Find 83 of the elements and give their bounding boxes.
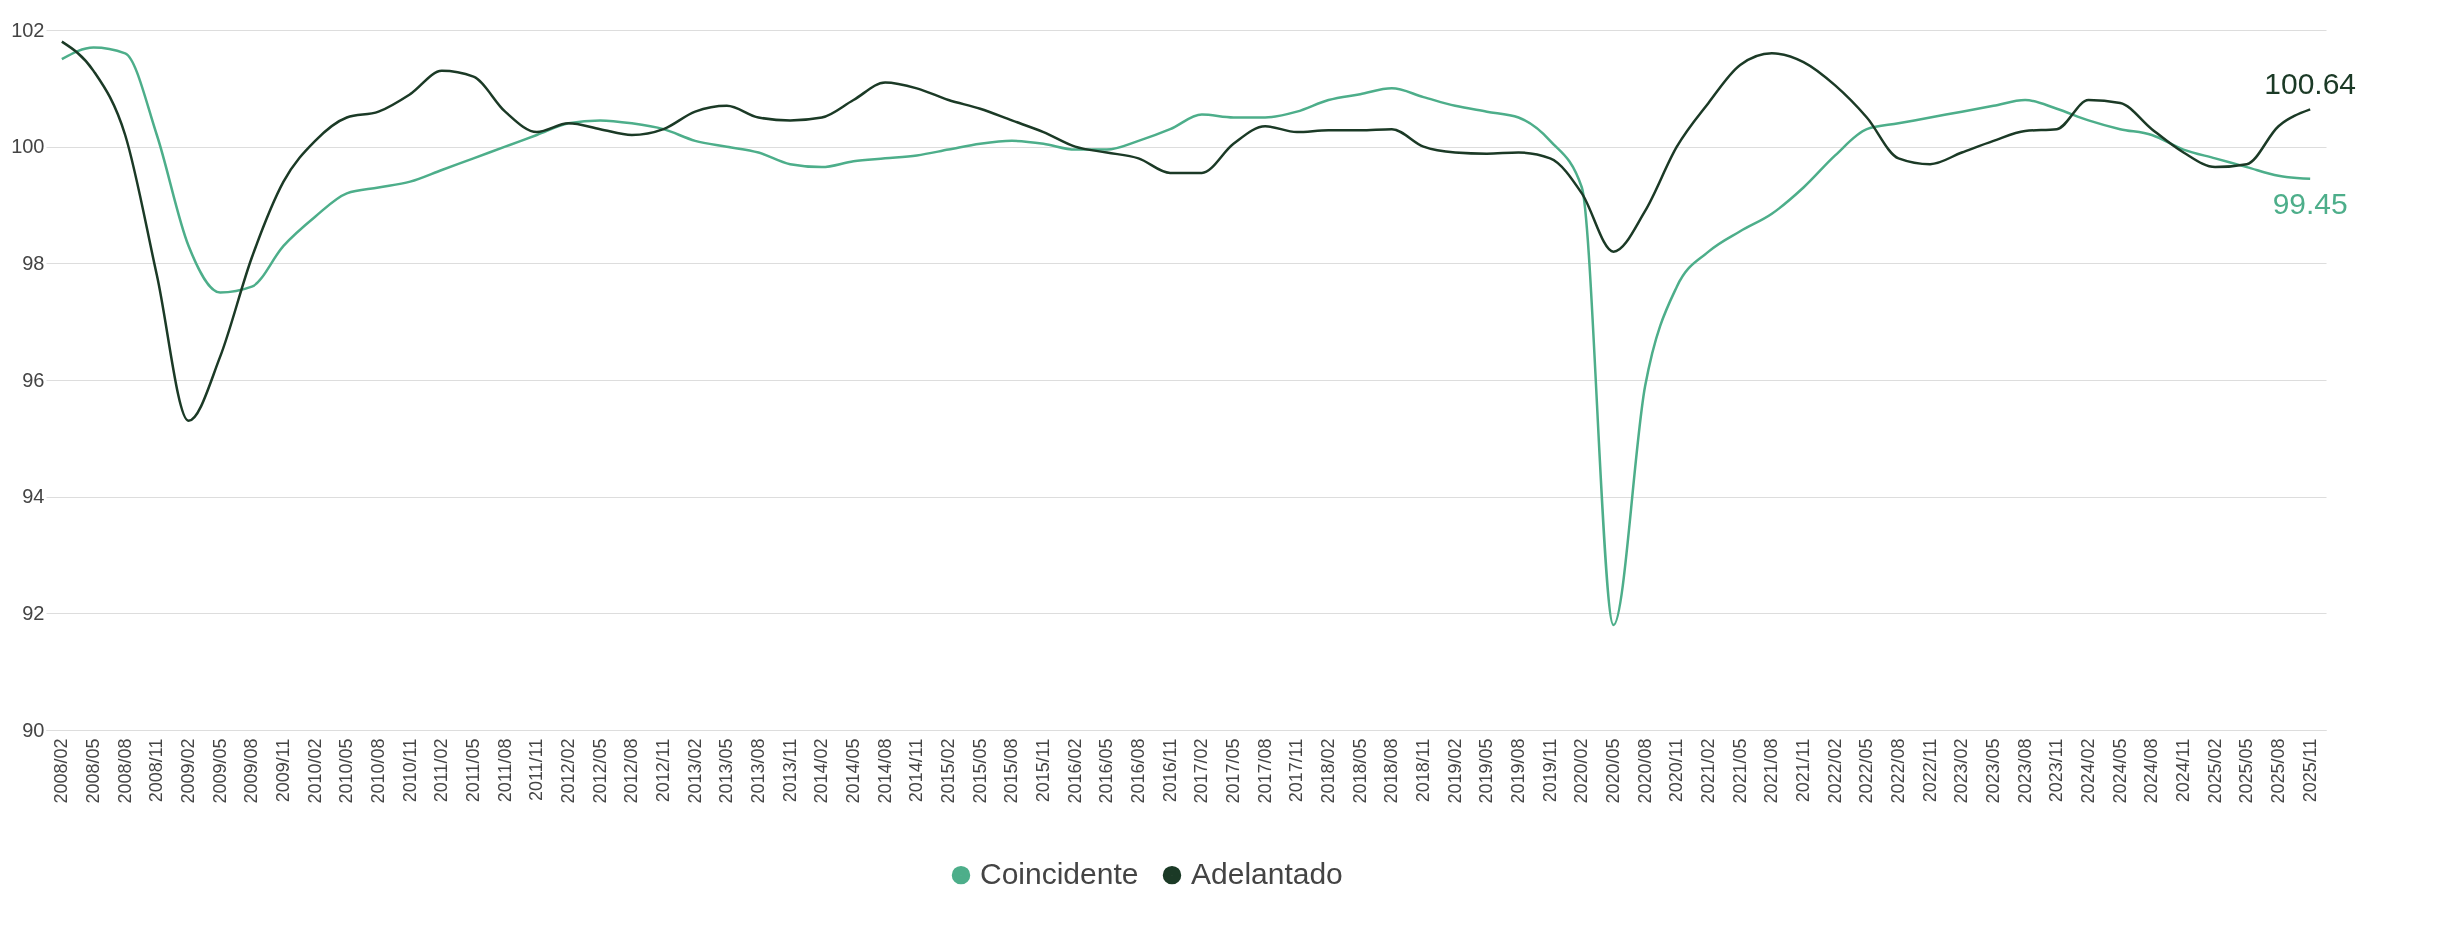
x-tick-label: 2022/05 xyxy=(1856,738,1877,804)
x-tick-label: 2016/02 xyxy=(1064,738,1085,804)
x-tick-label: 2014/11 xyxy=(906,738,927,803)
x-tick-label: 2009/11 xyxy=(273,738,293,803)
x-tick-label: 2020/11 xyxy=(1666,738,1687,803)
x-tick-label: 2021/11 xyxy=(1793,738,1813,803)
x-tick-label: 2025/05 xyxy=(2236,738,2257,804)
x-tick-label: 2023/02 xyxy=(1951,738,1972,804)
x-tick-label: 2010/11 xyxy=(399,738,420,803)
x-tick-label: 2017/08 xyxy=(1254,738,1275,804)
x-tick-label: 2018/02 xyxy=(1318,738,1338,804)
x-tick-label: 2017/05 xyxy=(1223,738,1243,804)
x-tick-label: 2023/05 xyxy=(1983,738,2003,804)
x-tick-label: 2011/05 xyxy=(463,738,483,803)
x-tick-label: 2025/02 xyxy=(2204,738,2225,804)
x-tick-label: 2015/11 xyxy=(1033,738,1053,803)
x-tick-label: 2015/05 xyxy=(969,738,990,804)
x-tick-label: 2011/11 xyxy=(526,738,547,801)
x-tick-label: 2012/11 xyxy=(653,738,673,803)
x-tick-label: 2008/08 xyxy=(114,738,135,804)
x-tick-label: 2010/02 xyxy=(304,738,325,804)
x-tick-label: 2008/11 xyxy=(146,738,167,803)
x-tick-label: 2022/11 xyxy=(1919,738,1940,803)
x-tick-label: 2024/02 xyxy=(2078,738,2098,804)
annotation: 100.64 xyxy=(2264,67,2357,101)
x-tick-label: 2021/08 xyxy=(1761,738,1782,804)
x-tick-label: 2019/05 xyxy=(1476,738,1497,804)
x-tick-label: 2012/05 xyxy=(589,738,610,804)
x-tick-label: 2021/05 xyxy=(1729,738,1750,804)
x-tick-label: 2011/08 xyxy=(494,738,515,803)
x-tick-label: 2019/02 xyxy=(1444,738,1465,804)
legend-label: Adelantado xyxy=(1191,857,1343,891)
x-tick-label: 2023/11 xyxy=(2046,738,2067,803)
x-tick-label: 2024/11 xyxy=(2173,738,2193,803)
x-tick-label: 2024/08 xyxy=(2141,738,2162,804)
x-tick-label: 2016/11 xyxy=(1159,738,1180,803)
x-tick-label: 2017/02 xyxy=(1191,738,1212,804)
x-tick-label: 2008/05 xyxy=(83,738,103,804)
x-tick-label: 2010/05 xyxy=(336,738,357,804)
x-tick-label: 2025/08 xyxy=(2268,738,2288,804)
y-tick-label: 92 xyxy=(22,601,45,624)
x-tick-label: 2019/08 xyxy=(1508,738,1528,804)
x-tick-label: 2016/05 xyxy=(1096,738,1117,804)
y-tick-label: 90 xyxy=(22,718,45,741)
x-tick-label: 2016/08 xyxy=(1128,738,1148,804)
x-tick-label: 2018/08 xyxy=(1381,738,1402,804)
x-tick-label: 2020/02 xyxy=(1571,738,1592,804)
x-tick-label: 2020/08 xyxy=(1634,738,1655,804)
x-tick-label: 2022/02 xyxy=(1824,738,1845,804)
annotation: 99.45 xyxy=(2272,186,2348,220)
x-tick-label: 2013/02 xyxy=(684,738,705,804)
x-tick-label: 2012/02 xyxy=(558,738,578,804)
x-tick-label: 2018/05 xyxy=(1349,738,1370,804)
x-tick-label: 2025/11 xyxy=(2299,738,2320,803)
x-tick-label: 2022/08 xyxy=(1888,738,1908,804)
x-tick-label: 2021/02 xyxy=(1698,738,1718,804)
x-tick-label: 2015/02 xyxy=(938,738,958,804)
x-tick-label: 2009/02 xyxy=(178,738,198,804)
y-tick-label: 98 xyxy=(22,251,45,274)
y-tick-label: 102 xyxy=(11,18,45,41)
y-tick-label: 96 xyxy=(22,368,45,391)
x-tick-label: 2019/11 xyxy=(1539,738,1560,803)
y-tick-label: 94 xyxy=(22,485,45,508)
x-tick-label: 2014/08 xyxy=(874,738,895,804)
x-tick-label: 2015/08 xyxy=(1001,738,1022,804)
x-tick-label: 2010/08 xyxy=(368,738,388,804)
x-tick-label: 2018/11 xyxy=(1413,738,1433,803)
x-tick-label: 2023/08 xyxy=(2014,738,2035,804)
x-tick-label: 2009/08 xyxy=(241,738,262,804)
x-tick-label: 2020/05 xyxy=(1603,738,1623,804)
x-tick-label: 2013/11 xyxy=(779,738,800,803)
legend-label: Coincidente xyxy=(980,857,1139,891)
x-tick-label: 2017/11 xyxy=(1286,738,1307,803)
x-tick-label: 2008/02 xyxy=(51,738,72,804)
x-tick-label: 2011/02 xyxy=(431,738,452,803)
x-tick-label: 2009/05 xyxy=(209,738,230,804)
x-tick-label: 2013/08 xyxy=(748,738,768,804)
y-tick-label: 100 xyxy=(11,135,45,158)
x-tick-label: 2024/05 xyxy=(2109,738,2130,804)
x-tick-label: 2014/02 xyxy=(811,738,832,804)
x-tick-label: 2014/05 xyxy=(843,738,863,804)
x-tick-label: 2012/08 xyxy=(621,738,642,804)
x-tick-label: 2013/05 xyxy=(716,738,737,804)
